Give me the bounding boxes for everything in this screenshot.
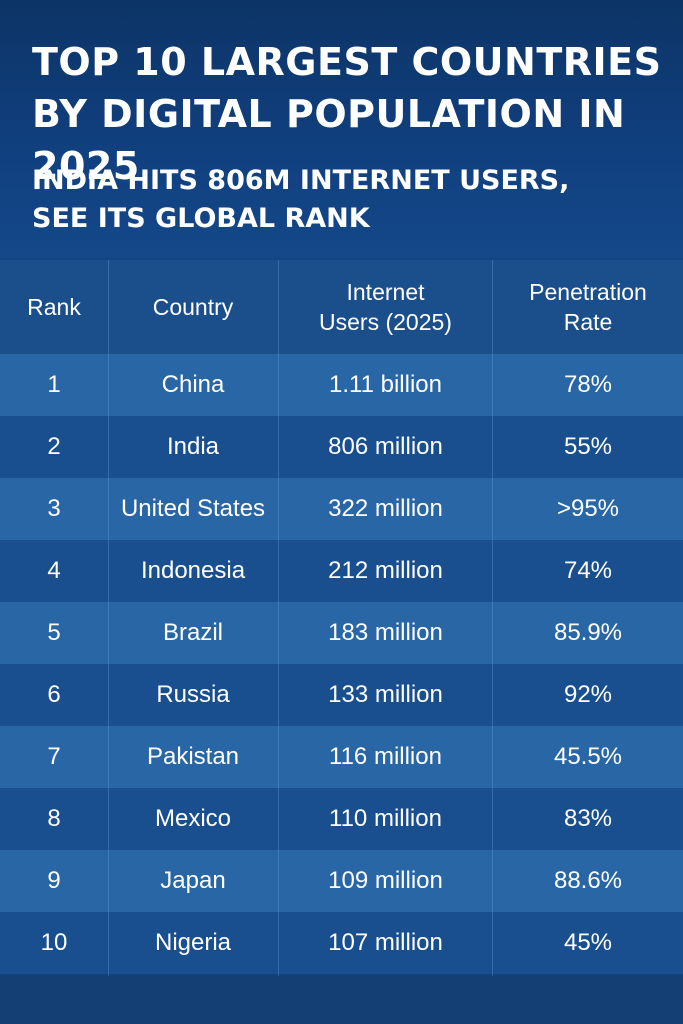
penetration-rate-cell: 55% xyxy=(493,416,683,478)
internet-users-cell: 322 million xyxy=(278,478,493,540)
country-cell: Nigeria xyxy=(108,912,278,974)
internet-users-cell: 133 million xyxy=(278,664,493,726)
internet-users-cell: 212 million xyxy=(278,540,493,602)
country-cell: China xyxy=(108,354,278,416)
penetration-rate-cell: 88.6% xyxy=(493,850,683,912)
table-row: 3 United States 322 million >95% xyxy=(0,478,683,540)
rank-cell: 7 xyxy=(0,726,108,788)
table-row: 10 Nigeria 107 million 45% xyxy=(0,912,683,974)
table-row: 8 Mexico 110 million 83% xyxy=(0,788,683,850)
internet-users-cell: 110 million xyxy=(278,788,493,850)
rank-cell: 4 xyxy=(0,540,108,602)
rank-cell: 10 xyxy=(0,912,108,974)
country-cell: Indonesia xyxy=(108,540,278,602)
internet-users-cell: 183 million xyxy=(278,602,493,664)
table-row: 7 Pakistan 116 million 45.5% xyxy=(0,726,683,788)
ranking-table: Rank Country Internet Users (2025) Penet… xyxy=(0,260,683,974)
rank-cell: 5 xyxy=(0,602,108,664)
page-title: TOP 10 LARGEST COUNTRIES BY DIGITAL POPU… xyxy=(32,40,662,188)
internet-users-cell: 116 million xyxy=(278,726,493,788)
footer-band xyxy=(0,976,683,1024)
country-cell: Japan xyxy=(108,850,278,912)
rank-cell: 8 xyxy=(0,788,108,850)
penetration-rate-cell: 92% xyxy=(493,664,683,726)
penetration-rate-cell: 78% xyxy=(493,354,683,416)
table-row: 4 Indonesia 212 million 74% xyxy=(0,540,683,602)
column-header-country: Country xyxy=(108,260,278,354)
table-header-row: Rank Country Internet Users (2025) Penet… xyxy=(0,260,683,354)
rank-cell: 6 xyxy=(0,664,108,726)
internet-users-cell: 109 million xyxy=(278,850,493,912)
country-cell: Brazil xyxy=(108,602,278,664)
country-cell: United States xyxy=(108,478,278,540)
column-header-penetration-rate: Penetration Rate xyxy=(493,260,683,354)
table-row: 5 Brazil 183 million 85.9% xyxy=(0,602,683,664)
rank-cell: 1 xyxy=(0,354,108,416)
header-banner: TOP 10 LARGEST COUNTRIES BY DIGITAL POPU… xyxy=(0,0,683,258)
column-header-internet-users: Internet Users (2025) xyxy=(278,260,493,354)
column-divider xyxy=(108,260,109,976)
column-header-rank: Rank xyxy=(0,260,108,354)
penetration-rate-cell: >95% xyxy=(493,478,683,540)
rank-cell: 2 xyxy=(0,416,108,478)
internet-users-cell: 1.11 billion xyxy=(278,354,493,416)
penetration-rate-cell: 85.9% xyxy=(493,602,683,664)
penetration-rate-cell: 45.5% xyxy=(493,726,683,788)
table-row: 9 Japan 109 million 88.6% xyxy=(0,850,683,912)
internet-users-cell: 107 million xyxy=(278,912,493,974)
table-row: 1 China 1.11 billion 78% xyxy=(0,354,683,416)
penetration-rate-cell: 83% xyxy=(493,788,683,850)
table-row: 2 India 806 million 55% xyxy=(0,416,683,478)
internet-users-cell: 806 million xyxy=(278,416,493,478)
country-cell: Pakistan xyxy=(108,726,278,788)
penetration-rate-cell: 45% xyxy=(493,912,683,974)
page-subtitle: INDIA HITS 806M INTERNET USERS, SEE ITS … xyxy=(32,165,570,234)
rank-cell: 3 xyxy=(0,478,108,540)
column-divider xyxy=(278,260,279,976)
column-divider xyxy=(492,260,493,976)
penetration-rate-cell: 74% xyxy=(493,540,683,602)
table-row: 6 Russia 133 million 92% xyxy=(0,664,683,726)
rank-cell: 9 xyxy=(0,850,108,912)
country-cell: India xyxy=(108,416,278,478)
country-cell: Mexico xyxy=(108,788,278,850)
country-cell: Russia xyxy=(108,664,278,726)
